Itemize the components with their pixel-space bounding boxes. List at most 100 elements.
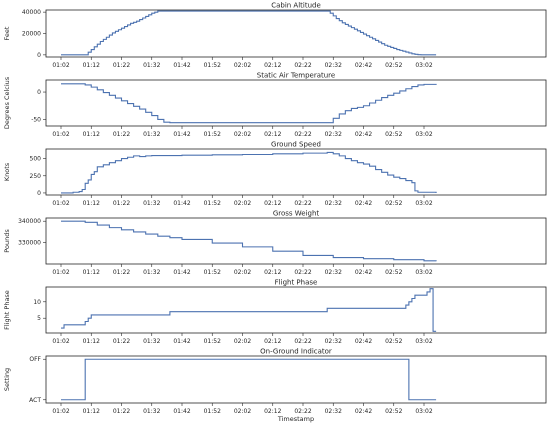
- chart3-x-tick-label: 02:22: [294, 269, 311, 276]
- chart0-x-tick-label: 01:32: [143, 62, 160, 69]
- chart2-x-tick-label: 02:52: [385, 200, 402, 207]
- chart2-x-tick-label: 01:42: [173, 200, 190, 207]
- chart4-x-tick-label: 02:32: [325, 338, 342, 345]
- chart1-x-tick-label: 02:22: [294, 131, 311, 138]
- chart4-x-tick-label: 02:02: [234, 338, 251, 345]
- chart0-x-tick-label: 01:02: [52, 62, 69, 69]
- chart0-x-tick-label: 02:22: [294, 62, 311, 69]
- chart2-x-tick-label: 02:32: [325, 200, 342, 207]
- chart1-y-tick-label: -50: [31, 116, 41, 123]
- chart5-x-tick-label: 02:22: [294, 408, 311, 415]
- chart2-x-tick-label: 03:02: [415, 200, 432, 207]
- chart5-plot-area: [45, 355, 547, 404]
- chart4-x-tick-label: 03:02: [415, 338, 432, 345]
- chart0-y-tick-label: 0: [37, 52, 41, 59]
- chart4-x-tick-label: 01:22: [113, 338, 130, 345]
- chart3-x-tick-label: 02:02: [234, 269, 251, 276]
- chart5-x-tick-label: 02:02: [234, 408, 251, 415]
- chart5-x-tick-label: 03:02: [415, 408, 432, 415]
- chart4-y-tick-label: 10: [33, 299, 41, 306]
- chart1-y-tick-label: 0: [37, 89, 41, 96]
- chart2-x-tick-label: 01:52: [204, 200, 221, 207]
- chart5-x-tick-label: 02:32: [325, 408, 342, 415]
- chart5-x-tick-label: 01:22: [113, 408, 130, 415]
- chart0-x-tick-label: 02:02: [234, 62, 251, 69]
- chart2-x-tick-label: 02:12: [264, 200, 281, 207]
- chart3-x-tick-label: 01:32: [143, 269, 160, 276]
- chart1-series-line: [61, 83, 437, 124]
- chart2-series-line: [61, 151, 437, 194]
- chart5-x-tick-label: 02:12: [264, 408, 281, 415]
- chart3-x-tick-label: 02:12: [264, 269, 281, 276]
- chart2-x-tick-label: 01:12: [83, 200, 100, 207]
- chart1-x-tick-label: 01:32: [143, 131, 160, 138]
- chart4-x-tick-label: 01:02: [52, 338, 69, 345]
- chart4-x-tick-label: 01:52: [204, 338, 221, 345]
- chart2-title: Ground Speed: [271, 141, 321, 149]
- chart3-x-tick-label: 01:42: [173, 269, 190, 276]
- chart3-x-tick-label: 01:22: [113, 269, 130, 276]
- chart1-x-tick-label: 01:42: [173, 131, 190, 138]
- chart0-y-tick-label: 20000: [22, 31, 41, 38]
- chart1-x-tick-label: 02:12: [264, 131, 281, 138]
- chart3-y-tick-label: 330000: [18, 240, 41, 247]
- chart3-x-tick-label: 01:02: [52, 269, 69, 276]
- chart5-x-tick-label: 01:32: [143, 408, 160, 415]
- chart1-x-tick-label: 01:02: [52, 131, 69, 138]
- chart5-x-tick-label: 01:42: [173, 408, 190, 415]
- chart1-x-tick-label: 01:12: [83, 131, 100, 138]
- chart2-y-tick-label: 500: [30, 156, 42, 163]
- chart2-x-tick-label: 01:02: [52, 200, 69, 207]
- chart1-x-tick-label: 02:02: [234, 131, 251, 138]
- chart3-title: Gross Weight: [273, 210, 320, 218]
- chart0-x-tick-label: 01:12: [83, 62, 100, 69]
- chart5-y-tick-label: OFF: [29, 356, 41, 363]
- chart4-x-tick-label: 01:12: [83, 338, 100, 345]
- chart3-series-line: [61, 220, 437, 262]
- chart1-x-tick-label: 02:42: [355, 131, 372, 138]
- chart5-x-tick-label: 02:52: [385, 408, 402, 415]
- chart0-x-tick-label: 02:52: [385, 62, 402, 69]
- chart4-y-axis-label: Flight Phase: [3, 290, 11, 330]
- chart1-y-axis-label: Degrees Celcius: [3, 76, 11, 129]
- chart0-x-tick-label: 02:12: [264, 62, 281, 69]
- chart5-x-tick-label: 01:02: [52, 408, 69, 415]
- chart4-y-tick-label: 5: [37, 315, 41, 322]
- chart2-y-tick-label: 0: [37, 190, 41, 197]
- chart0-x-tick-label: 01:52: [204, 62, 221, 69]
- chart3-x-tick-label: 03:02: [415, 269, 432, 276]
- chart5-x-tick-label: 02:42: [355, 408, 372, 415]
- chart5-y-axis-label: Setting: [3, 368, 11, 391]
- chart1-title: Static Air Temperature: [257, 72, 335, 80]
- chart4-x-tick-label: 01:42: [173, 338, 190, 345]
- chart5-x-axis-label: Timestamp: [277, 415, 314, 423]
- chart4-x-tick-label: 02:22: [294, 338, 311, 345]
- chart3-x-tick-label: 02:32: [325, 269, 342, 276]
- chart1-x-tick-label: 01:22: [113, 131, 130, 138]
- chart4-plot-area: [45, 286, 547, 334]
- chart2-plot-area: [45, 148, 547, 196]
- chart5-y-tick-label: ACT: [29, 397, 41, 404]
- chart0-x-tick-label: 01:42: [173, 62, 190, 69]
- chart2-x-tick-label: 01:32: [143, 200, 160, 207]
- chart3-x-tick-label: 01:52: [204, 269, 221, 276]
- chart1-x-tick-label: 01:52: [204, 131, 221, 138]
- chart1-x-tick-label: 02:52: [385, 131, 402, 138]
- chart2-y-axis-label: Knots: [3, 162, 11, 181]
- chart0-y-axis-label: Feet: [3, 26, 11, 40]
- chart0-series-line: [61, 10, 437, 56]
- chart5-series-line: [61, 358, 437, 401]
- chart4-x-tick-label: 02:42: [355, 338, 372, 345]
- chart5-x-tick-label: 01:52: [204, 408, 221, 415]
- chart2-y-tick-label: 250: [30, 173, 42, 180]
- chart0-x-tick-label: 03:02: [415, 62, 432, 69]
- chart0-title: Cabin Altitude: [271, 2, 321, 10]
- chart2-x-tick-label: 02:02: [234, 200, 251, 207]
- chart5-x-tick-label: 01:12: [83, 408, 100, 415]
- chart0-x-tick-label: 02:42: [355, 62, 372, 69]
- chart0-x-tick-label: 02:32: [325, 62, 342, 69]
- chart3-x-tick-label: 02:42: [355, 269, 372, 276]
- chart1-x-tick-label: 03:02: [415, 131, 432, 138]
- chart4-title: Flight Phase: [275, 279, 318, 287]
